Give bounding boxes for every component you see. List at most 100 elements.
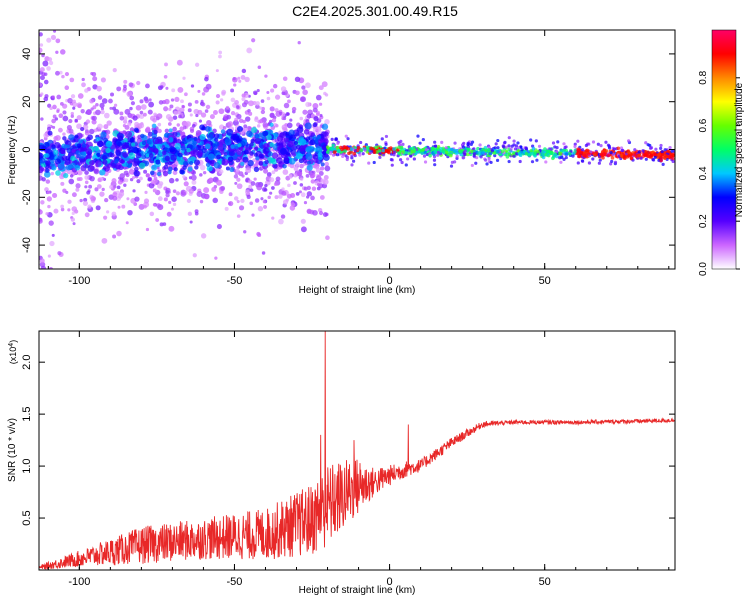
y-tick-label: 1.5 bbox=[21, 406, 33, 421]
spectrogram-dot bbox=[214, 256, 218, 260]
spectrogram-dot bbox=[94, 187, 99, 192]
spectrogram-dot bbox=[312, 107, 318, 113]
spectrogram-dot bbox=[272, 83, 278, 89]
spectrogram-dot bbox=[122, 86, 127, 91]
spectrogram-dot bbox=[242, 119, 246, 124]
spectrogram-dot bbox=[123, 183, 127, 187]
spectrogram-dot bbox=[242, 156, 249, 163]
spectrogram-dot bbox=[586, 152, 591, 156]
spectrogram-dot bbox=[310, 195, 315, 201]
spectrogram-dot bbox=[226, 128, 234, 136]
spectrogram-dot bbox=[49, 154, 55, 160]
spectrogram-dot bbox=[39, 82, 43, 87]
spectrogram-dot bbox=[40, 117, 44, 121]
spectrogram-dot bbox=[301, 85, 306, 90]
spectrogram-dot bbox=[241, 102, 247, 108]
spectrogram-dot bbox=[483, 145, 488, 150]
spectrogram-dot bbox=[377, 149, 382, 153]
spectrogram-dot bbox=[249, 188, 254, 192]
spectrogram-dot bbox=[275, 123, 279, 128]
spectrogram-dot bbox=[204, 143, 211, 150]
spectrogram-dot bbox=[104, 198, 109, 203]
spectrogram-dot bbox=[663, 148, 667, 152]
spectrogram-dot bbox=[319, 166, 325, 171]
spectrogram-dot bbox=[230, 97, 236, 103]
spectrogram-dot bbox=[119, 173, 126, 179]
spectrogram-dot bbox=[350, 154, 354, 158]
spectrogram-dot bbox=[232, 119, 239, 126]
spectrogram-dot bbox=[516, 149, 521, 153]
spectrogram-dot bbox=[202, 170, 207, 175]
spectrogram-dot bbox=[196, 138, 201, 144]
spectrogram-dot bbox=[84, 185, 88, 189]
spectrogram-dot bbox=[282, 76, 288, 82]
snr-y-multiplier-exp: 4 bbox=[8, 343, 15, 347]
spectrogram-dot bbox=[180, 145, 186, 151]
spectrogram-dot bbox=[103, 124, 109, 130]
spectrogram-dot bbox=[89, 98, 94, 104]
spectrogram-dot bbox=[267, 156, 274, 164]
spectrogram-dot bbox=[278, 218, 284, 225]
spectrogram-dot bbox=[242, 127, 247, 133]
spectrogram-dot bbox=[305, 173, 310, 178]
spectrogram-dot bbox=[551, 155, 556, 159]
spectrogram-dot bbox=[187, 211, 192, 216]
spectrogram-dot bbox=[95, 136, 101, 142]
spectrogram-heatmap bbox=[39, 30, 675, 269]
spectrogram-dot bbox=[77, 161, 82, 166]
spectrogram-dot bbox=[225, 105, 230, 110]
spectrogram-dot bbox=[254, 137, 262, 145]
spectrogram-dot bbox=[247, 159, 254, 167]
spectrogram-dot bbox=[58, 127, 63, 133]
spectrogram-dot bbox=[91, 71, 97, 77]
spectrogram-dot bbox=[70, 217, 75, 222]
spectrogram-dot bbox=[116, 86, 122, 92]
spectrogram-dot bbox=[55, 70, 60, 76]
spectrogram-dot bbox=[199, 164, 206, 171]
spectrogram-dot bbox=[236, 183, 243, 190]
spectrogram-dot bbox=[372, 150, 377, 155]
spectrogram-dot bbox=[233, 196, 239, 201]
spectrogram-dot bbox=[262, 130, 269, 137]
spectrogram-dot bbox=[280, 131, 287, 138]
spectrogram-dot bbox=[174, 142, 182, 150]
spectrogram-dot bbox=[250, 126, 258, 134]
spectrogram-y-axis-label: Frequency (Hz) bbox=[7, 116, 18, 185]
snr-x-ticks: -100 -50 0 50 bbox=[47, 331, 670, 588]
spectrogram-dot bbox=[266, 134, 272, 141]
spectrogram-dot bbox=[248, 100, 254, 107]
spectrogram-dot bbox=[221, 158, 229, 166]
spectrogram-dot bbox=[234, 117, 239, 122]
spectrogram-dot bbox=[519, 145, 523, 149]
spectrogram-dot bbox=[236, 150, 242, 156]
x-tick-label: -100 bbox=[68, 576, 90, 588]
spectrogram-dot bbox=[47, 130, 53, 136]
spectrogram-dot bbox=[179, 126, 185, 132]
spectrogram-dot bbox=[51, 118, 56, 124]
spectrogram-dot bbox=[81, 77, 85, 82]
spectrogram-dot bbox=[188, 188, 194, 194]
spectrogram-dot bbox=[201, 92, 206, 96]
spectrogram-dot bbox=[312, 103, 319, 109]
spectrogram-dot bbox=[110, 162, 117, 169]
spectrogram-x-ticks: -100 -50 0 50 bbox=[47, 30, 670, 287]
spectrogram-dot bbox=[84, 88, 89, 93]
spectrogram-dot bbox=[172, 170, 178, 176]
spectrogram-dot bbox=[132, 189, 136, 193]
spectrogram-dot bbox=[97, 177, 102, 183]
spectrogram-dot bbox=[319, 113, 323, 117]
spectrogram-dot bbox=[191, 179, 197, 185]
spectrogram-dot bbox=[157, 143, 163, 149]
spectrogram-dot bbox=[105, 147, 111, 154]
spectrogram-dot bbox=[171, 196, 177, 202]
spectrogram-dot bbox=[325, 235, 330, 241]
spectrogram-dot bbox=[644, 141, 648, 145]
spectrogram-dot bbox=[469, 149, 474, 154]
spectrogram-dot bbox=[359, 140, 363, 145]
spectrogram-dot bbox=[198, 119, 202, 123]
spectrogram-dot bbox=[52, 125, 56, 129]
spectrogram-dot bbox=[96, 85, 102, 92]
spectrogram-dot bbox=[389, 158, 393, 162]
spectrogram-dot bbox=[186, 198, 191, 204]
